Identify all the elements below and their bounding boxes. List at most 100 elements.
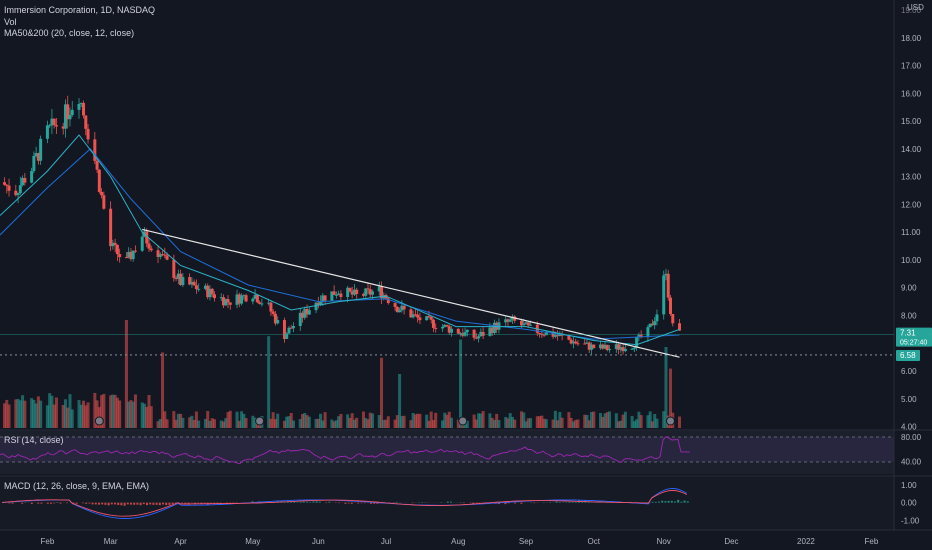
candle-body — [68, 115, 72, 120]
volume-bar — [118, 400, 122, 428]
candle-body — [93, 139, 97, 161]
candle-body — [133, 250, 137, 252]
volume-bar — [142, 403, 146, 428]
candle-body — [23, 177, 27, 183]
volume-bar — [540, 415, 544, 428]
earnings-marker-icon — [255, 416, 265, 426]
volume-bar — [617, 421, 621, 428]
volume-bar — [149, 406, 153, 428]
volume-bar — [82, 400, 86, 428]
candle-body — [228, 302, 232, 305]
volume-bar — [497, 420, 501, 428]
candle-body — [203, 285, 207, 289]
candle-body — [529, 324, 533, 326]
price-tick-label: 11.00 — [901, 228, 921, 237]
candle-body — [316, 302, 320, 305]
candle-body — [301, 312, 305, 318]
candle-body — [212, 294, 216, 299]
candle-body — [82, 102, 86, 116]
macd-hist-bar — [155, 502, 158, 505]
macd-hist-bar — [558, 502, 561, 503]
volume-bar — [307, 416, 311, 428]
volume-bar — [551, 419, 555, 428]
macd-hist-bar — [360, 502, 363, 504]
macd-pane — [0, 477, 894, 530]
candle-body — [145, 231, 149, 244]
volume-bar — [68, 394, 72, 428]
rsi-indicator-label[interactable]: RSI (14, close) — [4, 435, 64, 445]
candle-body — [244, 295, 248, 302]
macd-hist-bar — [328, 501, 331, 503]
macd-hist-bar — [350, 502, 353, 504]
macd-indicator-label[interactable]: MACD (12, 26, close, 9, EMA, EMA) — [4, 481, 150, 491]
volume-bar — [459, 339, 463, 428]
earnings-marker-icon — [94, 416, 104, 426]
earnings-marker-icon — [666, 416, 675, 426]
candle-body — [305, 309, 309, 315]
volume-bar — [524, 421, 528, 428]
macd-hist-bar — [677, 499, 680, 503]
candle-body — [630, 348, 634, 350]
volume-bar — [269, 418, 273, 428]
time-tick-label: May — [245, 537, 260, 546]
candle-body — [513, 316, 517, 321]
macd-hist-bar — [114, 502, 116, 505]
volume-bar — [79, 404, 83, 428]
candle-body — [156, 250, 160, 257]
macd-hist-bar — [571, 501, 574, 503]
volume-bar — [364, 418, 368, 428]
candle-body — [21, 177, 25, 186]
volume-bar — [603, 413, 607, 428]
macd-hist-bar — [651, 501, 654, 503]
price-tick-label: 14.00 — [901, 145, 922, 154]
volume-bar — [567, 412, 571, 428]
volume-bar — [490, 417, 494, 428]
volume-bar — [18, 400, 22, 428]
candle-body — [398, 310, 402, 313]
volume-bar — [188, 417, 192, 428]
volume-bar — [635, 419, 639, 428]
volume-bar — [669, 368, 672, 428]
candle-body — [188, 277, 192, 285]
macd-hist-bar — [674, 501, 676, 503]
candle-body — [589, 344, 593, 350]
candle-body — [400, 305, 404, 311]
volume-bar — [190, 415, 194, 428]
volume-bar — [630, 416, 634, 428]
candle-body — [190, 281, 194, 285]
volume-bar — [54, 397, 58, 428]
candle-body — [366, 288, 370, 290]
volume-bar — [206, 410, 210, 428]
ma-indicator-label[interactable]: MA50&200 (20, close, 12, close) — [4, 28, 135, 38]
candle-body — [427, 316, 431, 318]
candle-body — [599, 344, 603, 349]
macd-hist-bar — [309, 502, 312, 503]
volume-bar — [314, 418, 318, 428]
ma-slow-line — [0, 148, 680, 340]
candle-body — [79, 102, 83, 104]
volume-bar — [30, 398, 34, 428]
rsi-band — [0, 437, 894, 462]
candle-body — [36, 153, 40, 161]
candle-body — [350, 291, 354, 295]
candle-body — [176, 273, 180, 280]
volume-bar — [350, 413, 354, 428]
volume-bar — [416, 413, 420, 428]
volume-bar — [226, 412, 230, 428]
volume-bar — [161, 352, 165, 428]
volume-bar — [368, 412, 372, 428]
macd-hist-bar — [59, 502, 62, 504]
volume-indicator-label[interactable]: Vol — [4, 17, 17, 27]
candle-body — [222, 297, 225, 306]
volume-bar — [158, 419, 162, 428]
volume-bar — [237, 420, 241, 428]
candle-body — [61, 126, 65, 129]
candle-body — [240, 295, 244, 304]
macd-hist-bar — [98, 502, 100, 505]
volume-bar — [513, 419, 517, 428]
candle-body — [504, 319, 508, 323]
volume-bar — [298, 419, 302, 428]
volume-bar — [14, 399, 18, 428]
candle-body — [319, 301, 323, 305]
